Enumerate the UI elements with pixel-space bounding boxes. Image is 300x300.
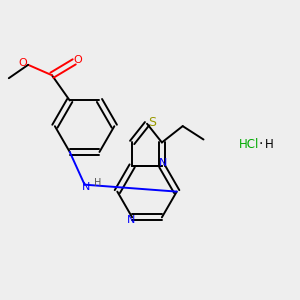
- Text: O: O: [18, 58, 27, 68]
- Text: S: S: [148, 116, 156, 129]
- Text: H: H: [264, 138, 273, 151]
- Text: N: N: [82, 182, 90, 192]
- Text: HCl: HCl: [239, 138, 260, 151]
- Text: H: H: [94, 178, 102, 188]
- Text: ·: ·: [259, 137, 263, 151]
- Text: N: N: [159, 158, 168, 168]
- Text: N: N: [127, 215, 135, 225]
- Text: O: O: [74, 56, 82, 65]
